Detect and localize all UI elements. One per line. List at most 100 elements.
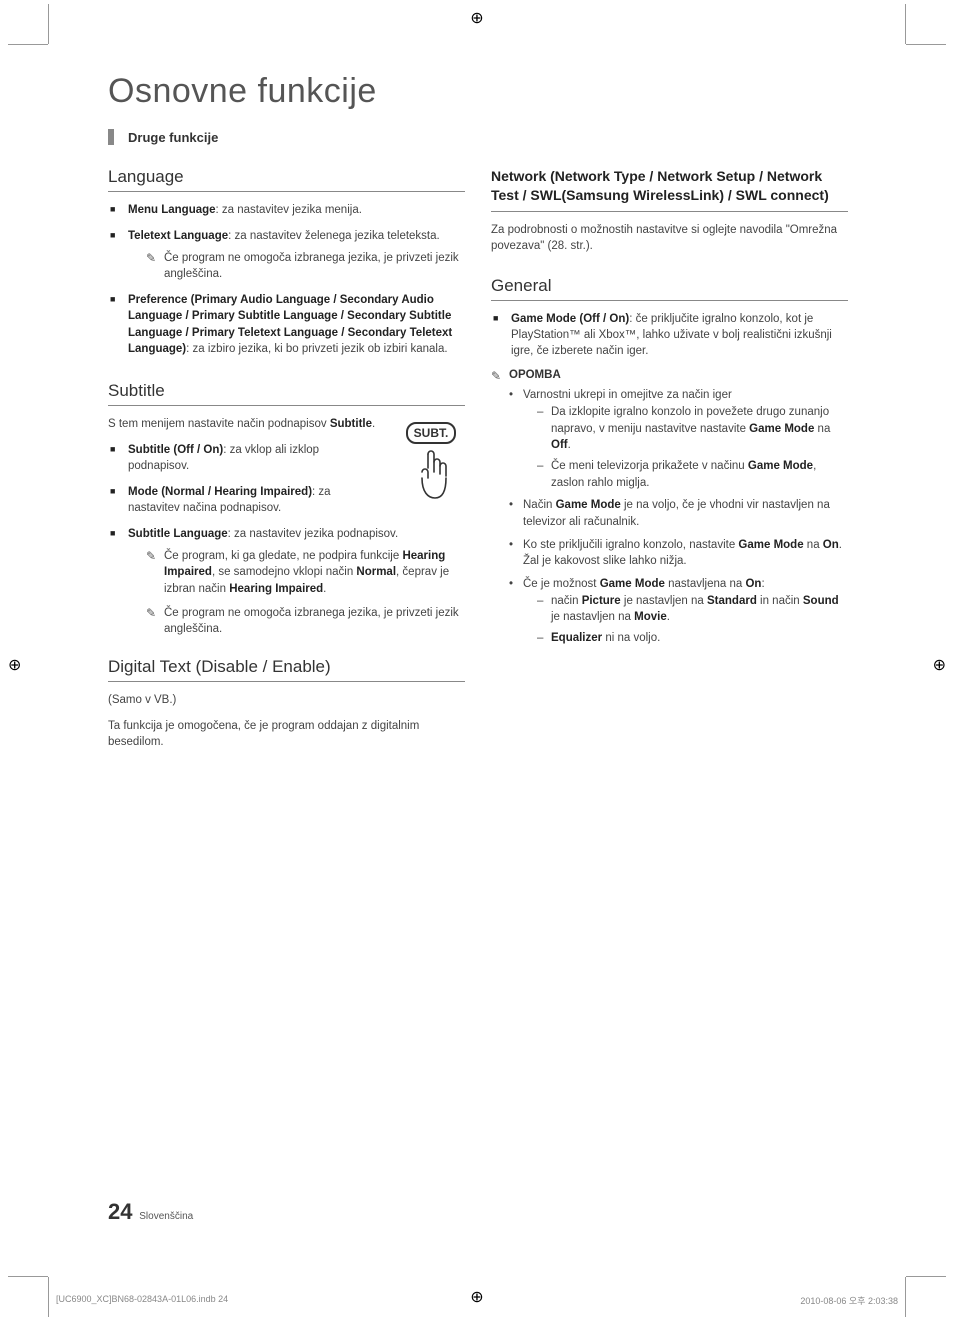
heading-general: General [491, 276, 848, 301]
heading-language: Language [108, 167, 465, 192]
note-text: Če program, ki ga gledate, ne podpira fu… [128, 548, 465, 596]
tb: Game Mode [600, 578, 665, 590]
t: Ko ste priključili igralno konzolo, nast… [523, 539, 738, 551]
tb: Normal [356, 566, 396, 578]
dash-item: Da izklopite igralno konzolo in povežete… [537, 404, 848, 454]
list-item: Subtitle Language: za nastavitev jezika … [108, 526, 465, 637]
crop-mark [906, 44, 946, 45]
crop-mark [8, 44, 48, 45]
list-item: Menu Language: za nastavitev jezika meni… [108, 202, 465, 218]
dash-list: Da izklopite igralno konzolo in povežete… [523, 404, 848, 491]
network-body: Za podrobnosti o možnostih nastavitve si… [491, 222, 848, 254]
t: je nastavljen na [621, 595, 707, 607]
text: S tem menijem nastavite način podnapisov [108, 418, 330, 430]
t: : [761, 578, 764, 590]
item-text: : za izbiro jezika, ki bo privzeti jezik… [186, 343, 447, 355]
t: . [323, 583, 326, 595]
tb: Game Mode [748, 460, 813, 472]
page-footer: 24 Slovenščina [108, 1199, 193, 1225]
dash-item: Če meni televizorja prikažete v načinu G… [537, 458, 848, 491]
digital-text-line2: Ta funkcija je omogočena, če je program … [108, 718, 465, 750]
item-bold: Teletext Language [128, 230, 228, 242]
registration-mark-right: ⊕ [933, 655, 946, 675]
t: Če je možnost [523, 578, 600, 590]
left-column: Language Menu Language: za nastavitev je… [108, 167, 465, 760]
dash-item: način Picture je nastavljen na Standard … [537, 593, 848, 626]
text-bold: Subtitle [330, 418, 372, 430]
print-file-path: [UC6900_XC]BN68-02843A-01L06.indb 24 [56, 1294, 228, 1307]
crop-mark [905, 1277, 906, 1317]
item-bold: Mode (Normal / Hearing Impaired) [128, 486, 312, 498]
tb: Standard [707, 595, 757, 607]
t: Če meni televizorja prikažete v načinu [551, 460, 748, 472]
page-title: Osnovne funkcije [108, 72, 848, 111]
opomba-label: OPOMBA [491, 369, 848, 381]
item-bold: Menu Language [128, 204, 216, 216]
t: . [568, 439, 571, 451]
print-timestamp: 2010-08-06 오후 2:03:38 [800, 1294, 898, 1307]
item-bold: Game Mode (Off / On) [511, 313, 629, 325]
opomba-bullets: Varnostni ukrepi in omejitve za način ig… [491, 387, 848, 646]
tb: On [745, 578, 761, 590]
crop-mark [905, 4, 906, 44]
t: Če program, ki ga gledate, ne podpira fu… [164, 550, 402, 562]
subtitle-list-2: Subtitle Language: za nastavitev jezika … [108, 526, 465, 637]
bullet-item: Način Game Mode je na voljo, če je vhodn… [509, 497, 848, 530]
registration-mark-left: ⊕ [8, 655, 21, 675]
section-tab: Druge funkcije [108, 129, 848, 145]
tb: Game Mode [749, 423, 814, 435]
t: , se samodejno vklopi način [212, 566, 356, 578]
digital-text-line1: (Samo v VB.) [108, 692, 465, 708]
bullet-item: Ko ste priključili igralno konzolo, nast… [509, 537, 848, 570]
t: Varnostni ukrepi in omejitve za način ig… [523, 389, 732, 401]
t: je nastavljen na [551, 611, 634, 623]
item-text: : za nastavitev jezika podnapisov. [228, 528, 398, 540]
bullet-item: Če je možnost Game Mode nastavljena na O… [509, 576, 848, 647]
subt-remote-icon: SUBT. [397, 422, 465, 509]
tb: Game Mode [738, 539, 803, 551]
t: način [551, 595, 582, 607]
crop-mark [906, 1276, 946, 1277]
list-item: Teletext Language: za nastavitev želeneg… [108, 228, 465, 282]
t: ni na voljo. [602, 632, 660, 644]
bullet-item: Varnostni ukrepi in omejitve za način ig… [509, 387, 848, 491]
dash-item: Equalizer ni na voljo. [537, 630, 848, 647]
crop-mark [8, 1276, 48, 1277]
t: in način [757, 595, 803, 607]
language-list: Menu Language: za nastavitev jezika meni… [108, 202, 465, 357]
t: Način [523, 499, 556, 511]
list-item: Preference (Primary Audio Language / Sec… [108, 292, 465, 356]
general-list: Game Mode (Off / On): če priključite igr… [491, 311, 848, 359]
item-text: : za nastavitev jezika menija. [216, 204, 362, 216]
tb: Sound [803, 595, 839, 607]
print-footer: [UC6900_XC]BN68-02843A-01L06.indb 24 201… [56, 1294, 898, 1307]
t: . [667, 611, 670, 623]
item-bold: Subtitle Language [128, 528, 228, 540]
list-item: Subtitle (Off / On): za vklop ali izklop… [108, 442, 378, 474]
item-text: : za nastavitev želenega jezika teleteks… [228, 230, 440, 242]
heading-digital-text: Digital Text (Disable / Enable) [108, 657, 465, 682]
tb: Movie [634, 611, 667, 623]
subtitle-intro: S tem menijem nastavite način podnapisov… [108, 416, 378, 432]
hand-icon [397, 448, 465, 509]
t: na [804, 539, 823, 551]
heading-network: Network (Network Type / Network Setup / … [491, 167, 848, 212]
page-language: Slovenščina [139, 1211, 193, 1222]
page-number: 24 [108, 1199, 132, 1224]
tb: Game Mode [556, 499, 621, 511]
list-item: Mode (Normal / Hearing Impaired): za nas… [108, 484, 378, 516]
page-content: Osnovne funkcije Druge funkcije Language… [108, 72, 848, 760]
tb: Off [551, 439, 568, 451]
subtitle-list: Subtitle (Off / On): za vklop ali izklop… [108, 442, 378, 516]
section-tab-label: Druge funkcije [128, 130, 218, 145]
t: na [814, 423, 830, 435]
item-bold: Subtitle (Off / On) [128, 444, 223, 456]
note-text: Če program ne omogoča izbranega jezika, … [128, 605, 465, 637]
crop-mark [48, 1277, 49, 1317]
two-column-layout: Language Menu Language: za nastavitev je… [108, 167, 848, 760]
tb: Picture [582, 595, 621, 607]
note-text: Če program ne omogoča izbranega jezika, … [128, 250, 465, 282]
subtitle-block: S tem menijem nastavite način podnapisov… [108, 416, 465, 637]
heading-subtitle: Subtitle [108, 381, 465, 406]
list-item: Game Mode (Off / On): če priključite igr… [491, 311, 848, 359]
